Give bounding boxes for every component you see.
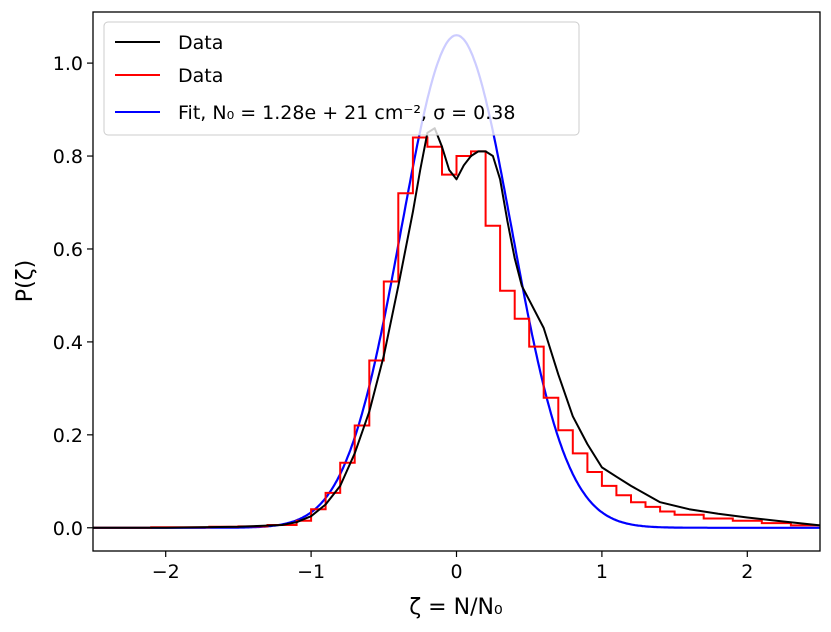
- axis-ticks: −2 −1 0 1 2 0.0 0.2 0.4 0.6 0.8 1.0: [53, 53, 754, 583]
- y-tick-label: 0.2: [53, 425, 83, 447]
- legend-box: [103, 21, 580, 136]
- legend-label-fit: Fit, N₀ = 1.28e + 21 cm⁻², σ = 0.38: [178, 102, 515, 124]
- y-tick-label: 0.6: [53, 239, 83, 261]
- y-tick-label: 1.0: [53, 53, 83, 75]
- x-tick-label: 0: [450, 561, 462, 583]
- series-data-line: [93, 127, 821, 529]
- y-tick-label: 0.0: [53, 518, 83, 540]
- x-tick-label: −1: [297, 561, 325, 583]
- legend-label-data-black: Data: [178, 32, 223, 54]
- legend: Data Data Fit, N₀ = 1.28e + 21 cm⁻², σ =…: [103, 21, 580, 136]
- y-axis-label: P(ζ): [13, 260, 38, 302]
- y-tick-label: 0.8: [53, 146, 83, 168]
- x-axis-label: ζ = N/N₀: [409, 595, 503, 620]
- y-tick-label: 0.4: [53, 332, 83, 354]
- x-tick-label: 1: [596, 561, 608, 583]
- plot-frame: [92, 11, 821, 552]
- x-tick-label: 2: [741, 561, 753, 583]
- legend-label-data-red: Data: [178, 65, 223, 87]
- x-tick-label: −2: [152, 561, 180, 583]
